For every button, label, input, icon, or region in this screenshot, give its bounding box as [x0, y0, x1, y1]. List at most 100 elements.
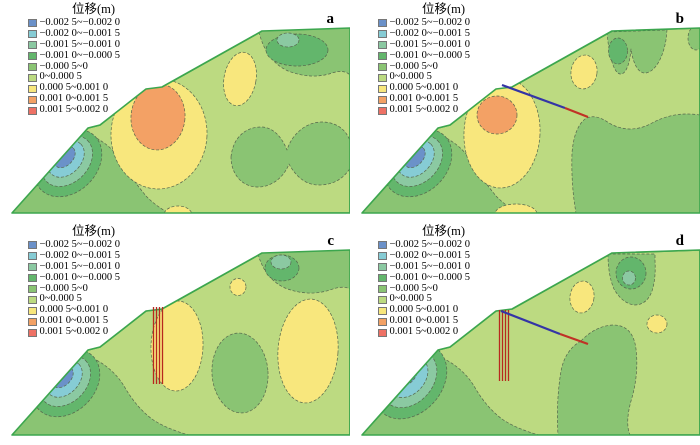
legend-swatch: [378, 252, 387, 261]
legend-item: −0.002 0~−0.001 5: [378, 27, 471, 40]
legend-item: −0.001 5~−0.001 0: [28, 260, 121, 273]
yellow-tongue: [570, 54, 598, 90]
legend-swatch: [28, 274, 37, 283]
legend-item: 0.000 5~0.001 0: [378, 82, 470, 94]
pile-yellow-zone: [150, 300, 204, 392]
legend-item-label: −0.002 5~−0.002 0: [39, 17, 121, 28]
legend-swatch: [378, 95, 387, 104]
yellow-tongue: [569, 280, 595, 314]
yellow-tongue: [223, 51, 257, 107]
contour-plot-a: [11, 27, 350, 214]
legend-swatch: [28, 263, 37, 272]
slope-outline: [361, 249, 700, 436]
legend-item: −0.000 5~0: [378, 61, 470, 73]
legend-item: 0.001 0~0.001 5: [378, 315, 470, 327]
legend-item-label: −0.001 0~−0.000 5: [39, 49, 121, 61]
legend-item: −0.001 0~−0.000 5: [28, 49, 121, 62]
legend-item: −0.002 0~−0.001 5: [28, 250, 120, 262]
region-neg-low: [362, 352, 566, 435]
legend-item: 0~0.000 5: [28, 294, 120, 305]
legend-item-label: 0.000 5~0.001 0: [39, 82, 109, 94]
legend-swatch: [378, 41, 387, 50]
orange-core: [476, 95, 518, 135]
legend-item: 0.001 0~0.001 5: [28, 93, 120, 105]
legend-swatch: [28, 30, 37, 39]
legend-item: 0.001 0~0.001 5: [378, 93, 470, 105]
legend: 位移(m) −0.002 5~−0.002 0 −0.002 0~−0.001 5…: [378, 2, 470, 116]
legend-item-label: 0.001 0~0.001 5: [39, 93, 109, 105]
legend-item: −0.000 5~0: [28, 282, 120, 295]
legend-item: −0.002 5~−0.002 0: [378, 17, 471, 29]
legend-swatch: [378, 317, 387, 326]
edge-sliver: [687, 28, 700, 51]
legend-swatch: [28, 84, 37, 93]
legend-item: −0.002 0~−0.001 5: [378, 250, 470, 262]
right-lower-region: [571, 113, 700, 213]
legend-swatch: [28, 241, 37, 250]
legend-item-label: 0.001 0~0.001 5: [389, 93, 459, 105]
legend-item: −0.001 5~−0.001 0: [28, 39, 120, 51]
legend-item-label: 0.001 5~0.002 0: [39, 326, 109, 338]
region-neg-low: [12, 352, 216, 435]
legend-item-label: −0.001 5~−0.001 0: [389, 38, 471, 50]
legend-item: −0.002 5~−0.002 0: [28, 17, 121, 29]
panel-label-b: b: [675, 11, 684, 27]
legend-item-label: −0.002 5~−0.002 0: [39, 239, 121, 250]
yellow-sliver: [494, 203, 538, 213]
legend-item-label: −0.001 0~−0.000 5: [39, 271, 121, 283]
legend-item: 0~0.000 5: [28, 72, 120, 83]
legend-swatch: [28, 52, 37, 61]
yellow-sliver: [163, 205, 193, 213]
yellow-top-patch: [229, 278, 247, 296]
legend-item-label: −0.002 5~−0.002 0: [389, 17, 471, 28]
legend-item: −0.001 0~−0.000 5: [378, 271, 471, 284]
legend-swatch: [378, 52, 387, 61]
legend-swatch: [378, 106, 387, 115]
legend-items: −0.002 5~−0.002 0 −0.002 0~−0.001 5 −0.001…: [378, 239, 471, 338]
legend-swatch: [378, 30, 387, 39]
legend: 位移(m) −0.002 5~−0.002 0 −0.002 0~−0.001 5…: [28, 2, 120, 116]
legend-item-label: 0~0.000 5: [39, 293, 82, 305]
slope-outline: [11, 27, 350, 214]
legend-item: 0.000 5~0.001 0: [28, 82, 120, 94]
anchor-bond-length: [564, 106, 589, 119]
bowtie-region: [230, 121, 350, 188]
panel-d: 位移(m) −0.002 5~−0.002 0 −0.002 0~−0.001 5…: [350, 223, 700, 445]
legend-item-label: −0.001 5~−0.001 0: [389, 260, 471, 272]
legend-item-label: 0.001 0~0.001 5: [389, 315, 459, 327]
legend-item-label: 0~0.000 5: [389, 293, 432, 305]
legend-item: −0.001 5~−0.001 0: [378, 260, 471, 273]
legend-swatch: [378, 328, 387, 337]
legend-swatch: [378, 73, 387, 82]
legend-item-label: −0.000 5~0: [389, 282, 438, 294]
legend-item: 0.001 5~0.002 0: [28, 326, 120, 338]
panel-a: 位移(m) −0.002 5~−0.002 0 −0.002 0~−0.001 5…: [0, 1, 350, 223]
legend-swatch: [28, 106, 37, 115]
yellow-right-oval: [646, 314, 668, 334]
legend-item-label: −0.000 5~0: [39, 282, 88, 294]
legend-item: −0.001 5~−0.001 0: [378, 38, 471, 51]
legend-item: 0.001 5~0.002 0: [378, 104, 470, 116]
legend-items: −0.002 5~−0.002 0 −0.002 0~−0.001 5 −0.001…: [28, 17, 121, 116]
legend-swatch: [28, 73, 37, 82]
legend-item-label: 0.001 5~0.002 0: [389, 104, 459, 116]
anchor-bond-length: [559, 332, 589, 346]
legend-swatch: [378, 63, 387, 71]
legend-item-label: 0.001 5~0.002 0: [389, 326, 459, 338]
legend-swatch: [28, 295, 37, 304]
legend-item-label: −0.001 0~−0.000 5: [389, 271, 471, 283]
legend-item: −0.000 5~0: [28, 61, 120, 73]
legend-item-label: −0.002 5~−0.002 0: [389, 239, 471, 250]
legend-item-label: 0.000 5~0.001 0: [39, 304, 109, 316]
legend-items: −0.002 5~−0.002 0 −0.002 0~−0.001 5 −0.001…: [28, 239, 121, 338]
crest-inner: [608, 37, 628, 65]
anchor-free-length: [501, 83, 566, 110]
legend-swatch: [378, 295, 387, 304]
legend-item-label: −0.002 0~−0.001 5: [389, 27, 471, 39]
legend-title: 位移(m): [422, 2, 466, 16]
legend-title: 位移(m): [72, 224, 116, 238]
panel-label-d: d: [675, 233, 684, 249]
legend-item-label: −0.001 5~−0.001 0: [39, 260, 121, 272]
legend-item: −0.002 0~−0.001 5: [28, 28, 120, 40]
